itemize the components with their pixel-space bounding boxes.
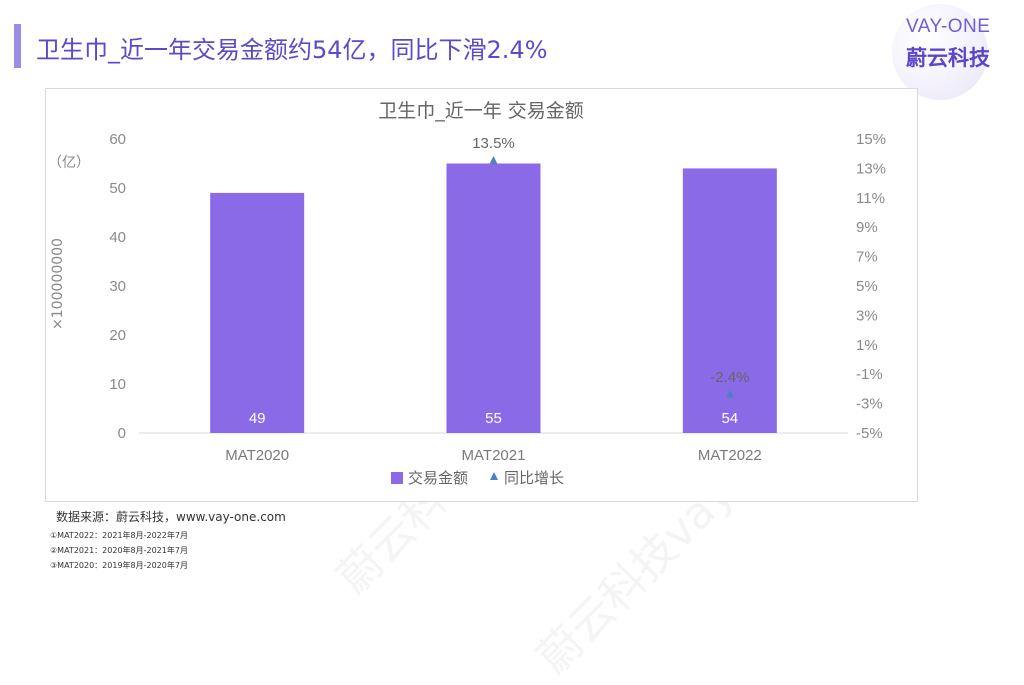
y2-tick-label: 15% xyxy=(856,131,886,148)
bar xyxy=(210,192,305,433)
chart-title: 卫生巾_近一年 交易金额 xyxy=(378,100,584,122)
y2-tick-label: -5% xyxy=(856,425,883,442)
y-axis-unit: （亿） xyxy=(48,155,90,171)
bar-value-label: 54 xyxy=(721,410,738,427)
page-title: 卫生巾_近一年交易金额约54亿，同比下滑2.4% xyxy=(36,36,548,64)
bar-value-label: 49 xyxy=(249,410,266,427)
bar xyxy=(682,168,777,433)
growth-point xyxy=(489,156,498,165)
bar-value-label: 55 xyxy=(485,410,502,427)
footnote: ②MAT2021：2020年8月-2021年7月 xyxy=(50,546,188,555)
y-tick-label: 20 xyxy=(109,327,126,344)
footnotes: ①MAT2022：2021年8月-2022年7月 ②MAT2021：2020年8… xyxy=(50,528,188,573)
y2-tick-label: 11% xyxy=(856,190,885,207)
y-axis-multiplier: ×100000000 xyxy=(50,238,66,330)
y2-tick-label: 1% xyxy=(856,337,878,354)
y2-tick-label: 7% xyxy=(856,249,878,266)
y-tick-label: 40 xyxy=(109,229,126,246)
source-note: 数据来源：蔚云科技，www.vay-one.com xyxy=(56,510,286,524)
legend-label: 交易金额 xyxy=(408,469,468,487)
brand-logo: VAY-ONE 蔚云科技 xyxy=(872,4,1020,100)
y2-tick-label: 5% xyxy=(856,278,878,295)
x-category-label: MAT2021 xyxy=(462,447,526,464)
legend-swatch-bar xyxy=(391,472,403,484)
logo-text-en: VAY-ONE xyxy=(906,16,991,37)
legend-swatch-marker xyxy=(490,472,498,480)
legend-label: 同比增长 xyxy=(504,469,564,487)
logo-bubble xyxy=(892,4,988,100)
y2-tick-label: 13% xyxy=(856,160,886,177)
y-tick-label: 10 xyxy=(109,376,126,393)
y2-tick-label: 9% xyxy=(856,219,878,236)
footnote: ③MAT2020：2019年8月-2020年7月 xyxy=(50,561,188,570)
logo-text-cn: 蔚云科技 xyxy=(906,46,990,70)
growth-value-label: 13.5% xyxy=(472,135,515,152)
x-category-label: MAT2020 xyxy=(225,447,289,464)
y2-tick-label: -3% xyxy=(856,396,883,413)
combo-chart: 卫生巾_近一年 交易金额 0 10 20 30 40 50 60 -5% -3% -1% 1% 3% 5%… xyxy=(48,100,886,487)
chart-frame: 卫生巾_近一年 交易金额 0 10 20 30 40 50 60 -5% -3% -1% 1% 3% 5%… xyxy=(45,88,918,502)
y-tick-label: 30 xyxy=(109,278,126,295)
x-category-label: MAT2022 xyxy=(698,447,762,464)
y-tick-label: 60 xyxy=(109,131,126,148)
y-tick-label: 50 xyxy=(109,180,126,197)
growth-value-label: -2.4% xyxy=(710,369,749,386)
y-tick-label: 0 xyxy=(118,425,126,442)
title-accent-bar xyxy=(14,24,21,68)
y2-tick-label: -1% xyxy=(856,366,883,383)
growth-point xyxy=(725,389,734,398)
bar xyxy=(446,163,541,433)
footnote: ①MAT2022：2021年8月-2022年7月 xyxy=(50,531,188,540)
y2-tick-label: 3% xyxy=(856,307,878,324)
